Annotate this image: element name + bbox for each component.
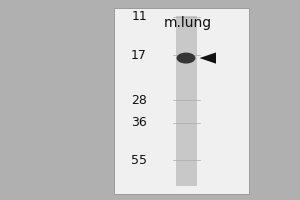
Text: m.lung: m.lung [164,16,211,30]
Text: 55: 55 [131,154,147,167]
Text: 11: 11 [131,10,147,23]
Text: 36: 36 [131,116,147,129]
Text: 17: 17 [131,49,147,62]
Text: 28: 28 [131,94,147,107]
